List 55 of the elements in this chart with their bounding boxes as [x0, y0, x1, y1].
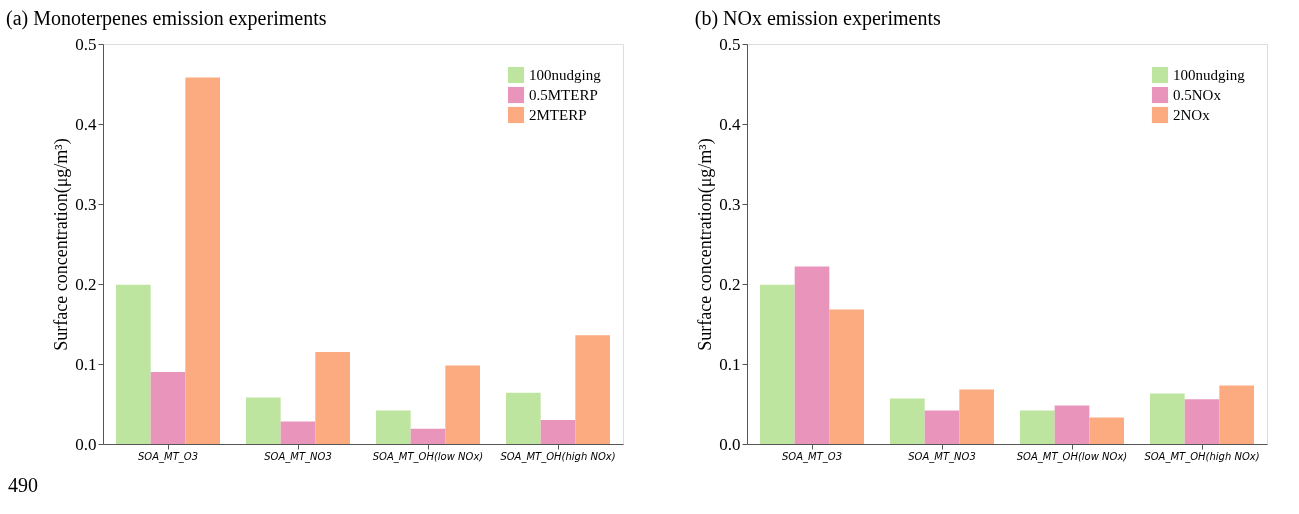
bar	[1150, 393, 1185, 444]
legend-label: 100nudging	[1173, 67, 1246, 83]
y-tick-label: 0.4	[719, 114, 741, 134]
bar	[1020, 410, 1055, 444]
legend-label: 0.5NOx	[1173, 87, 1222, 103]
bar	[185, 77, 220, 444]
bar	[1089, 417, 1124, 444]
x-tick-label: SOA_MT_OH(low NOx)	[1016, 450, 1128, 463]
y-tick-label: 0.0	[719, 434, 741, 454]
y-tick-label: 0.3	[719, 194, 741, 214]
bar	[575, 335, 610, 444]
x-tick-label: SOA_MT_O3	[781, 450, 843, 463]
bar	[445, 365, 480, 444]
legend-label: 2MTERP	[529, 107, 587, 123]
bar	[506, 392, 541, 444]
bar	[829, 309, 864, 444]
legend-label: 0.5MTERP	[529, 87, 598, 103]
x-tick-label: SOA_MT_OH(high NOx)	[500, 450, 616, 463]
bar	[1184, 399, 1220, 444]
bar	[1219, 385, 1254, 444]
y-tick-label: 0.1	[75, 354, 97, 374]
y-tick-label: 0.2	[75, 274, 97, 294]
chart-title: (a) Monoterpenes emission experiments	[6, 7, 327, 30]
bar	[760, 284, 795, 444]
bar	[150, 372, 186, 444]
y-tick-label: 0.0	[75, 434, 97, 454]
bar	[959, 389, 994, 444]
bar	[410, 428, 446, 444]
bar	[794, 266, 830, 444]
bar	[116, 284, 151, 444]
bar	[315, 352, 350, 444]
legend-label: 2NOx	[1173, 107, 1211, 123]
text: 490	[8, 474, 38, 496]
y-tick-label: 0.1	[719, 354, 741, 374]
y-tick-label: 0.3	[75, 194, 97, 214]
bar	[924, 410, 960, 444]
y-tick-label: 0.5	[719, 34, 741, 54]
bar	[890, 398, 925, 444]
y-tick-label: 0.4	[75, 114, 97, 134]
y-axis-title: Surface concentration(μg/m³)	[695, 138, 717, 351]
x-tick-label: SOA_MT_OH(high NOx)	[1144, 450, 1260, 463]
y-tick-label: 0.5	[75, 34, 97, 54]
x-tick-label: SOA_MT_O3	[137, 450, 199, 463]
x-tick-label: SOA_MT_NO3	[264, 450, 332, 463]
x-tick-label: SOA_MT_NO3	[908, 450, 976, 463]
bar	[376, 410, 411, 444]
x-tick-label: SOA_MT_OH(low NOx)	[372, 450, 484, 463]
y-axis-title: Surface concentration(μg/m³)	[51, 138, 73, 351]
y-tick-label: 0.2	[719, 274, 741, 294]
bar	[540, 420, 576, 444]
legend-label: 100nudging	[529, 67, 602, 83]
bar	[280, 421, 316, 444]
chart-title: (b) NOx emission experiments	[694, 7, 942, 30]
bar	[246, 397, 281, 444]
bar	[1054, 405, 1090, 444]
